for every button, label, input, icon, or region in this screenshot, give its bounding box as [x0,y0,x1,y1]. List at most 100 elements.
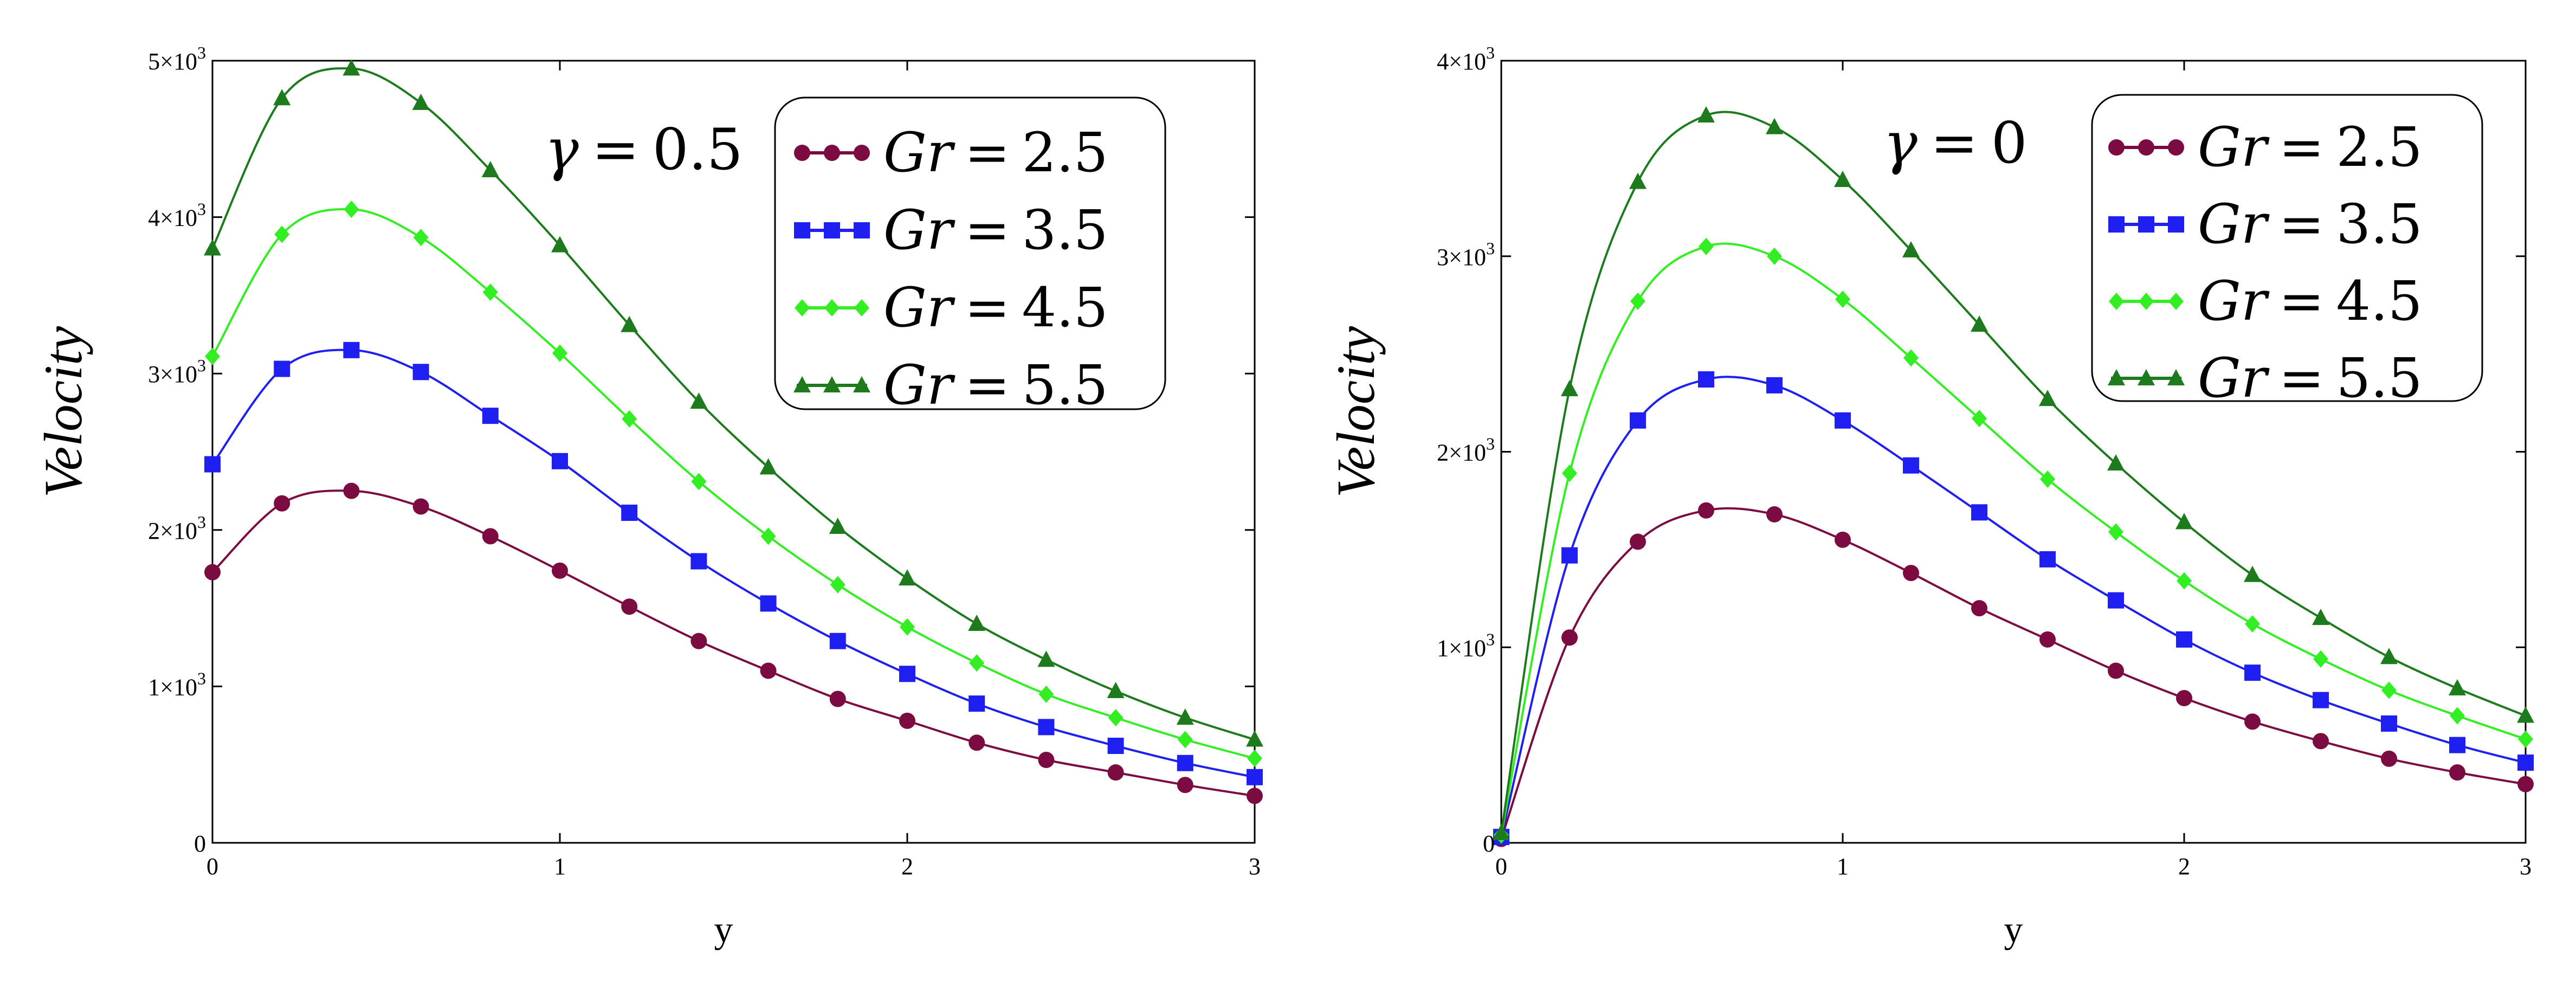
data-point [2450,707,2465,725]
legend-operator: = [2279,346,2325,410]
data-point [1835,412,1851,429]
data-point [1630,412,1646,429]
data-point [1177,754,1193,771]
data-point [1562,465,1577,482]
legend-marker [794,145,810,161]
data-point [482,408,499,424]
data-point [552,453,568,469]
data-point [1698,371,1714,388]
legend-marker [794,222,810,238]
legend-value: 5.5 [1022,353,1108,417]
data-point [2313,650,2328,668]
data-point [1697,106,1715,123]
y-tick-mantissa: 2×10 [148,518,197,544]
legend-marker [854,299,869,317]
x-tick-label: 0 [206,853,218,880]
data-point [969,654,985,672]
data-point [1247,750,1262,767]
data-point [1247,788,1263,804]
y-tick-label: 5×103 [148,43,206,75]
data-point [760,527,776,545]
y-tick-exponent: 3 [197,43,206,62]
x-tick-label: 3 [1249,853,1261,880]
y-tick-exponent: 3 [1486,43,1495,62]
y-tick-label: 2×103 [1437,434,1495,466]
data-point [2107,454,2125,471]
data-point [1835,531,1851,548]
legend-marker [824,299,840,317]
data-point [1902,241,1920,257]
y-axis-label: Velocity [33,326,93,498]
legend-label: Gr = 4.5 [883,276,1108,339]
y-tick-label: 2×103 [148,512,206,544]
legend-label: Gr = 2.5 [2198,115,2423,179]
data-point [412,93,430,110]
legend-label: Gr = 4.5 [2198,269,2423,333]
data-point [204,564,221,580]
data-point [551,236,569,253]
data-point [2449,737,2465,753]
legend-var: Gr [2198,192,2270,256]
y-tick-mantissa: 2×10 [1437,440,1486,466]
y-tick-mantissa: 5×10 [148,48,197,75]
data-point [482,283,498,301]
legend-var: Gr [883,198,955,262]
data-point [2244,713,2261,730]
y-tick-exponent: 3 [1486,434,1495,454]
legend-label: Gr = 2.5 [883,121,1108,184]
data-point [274,360,290,377]
data-point [2176,631,2192,648]
data-point [621,315,638,332]
data-point [1107,738,1124,754]
data-point [343,59,360,76]
legend-marker [854,145,870,161]
x-tick-label: 0 [1495,853,1507,880]
data-point [1767,247,1782,265]
x-tick-labels: 0 1 2 3 [206,853,1261,880]
y-tick-mantissa: 4×10 [148,205,197,231]
data-point [343,341,360,358]
data-point [274,495,290,512]
data-point [1561,629,1578,646]
y-axis-label: Velocity [1326,326,1386,498]
legend-marker [2138,216,2154,233]
data-point [552,344,567,362]
data-point [1038,752,1055,769]
series-layer [204,59,1263,804]
gamma-operator: = [1931,110,1978,176]
y-tick-exponent: 3 [197,668,206,688]
data-point [2517,706,2534,723]
data-point [1108,709,1124,727]
legend-operator: = [965,198,1010,262]
legend-operator: = [965,276,1010,339]
data-point [829,691,846,707]
legend-label: Gr = 5.5 [883,353,1108,417]
legend-marker [2168,139,2184,156]
legend-marker [2108,369,2125,385]
y-tick-mantissa: 1×10 [148,674,197,700]
legend-var: Gr [2198,346,2270,410]
legend-operator: = [2279,269,2325,333]
data-point [1699,237,1714,255]
x-tick-label: 1 [1837,853,1849,880]
data-point [2244,665,2261,681]
data-point [344,201,359,218]
y-tick-exponent: 3 [1486,629,1495,649]
y-tick-exponent: 3 [1486,238,1495,258]
axis-ticks [1500,60,2527,844]
data-point [1629,172,1647,189]
x-axis-label: y [714,909,733,951]
y-tick-exponent: 3 [197,356,206,375]
y-tick-exponent: 3 [197,512,206,532]
series-layer [1493,106,2534,847]
x-axis-label: y [2004,909,2023,951]
data-point [204,456,221,473]
data-point [2039,631,2056,648]
data-point [412,364,429,380]
data-point [2313,692,2329,708]
data-point [2040,470,2055,488]
data-point [969,695,985,712]
